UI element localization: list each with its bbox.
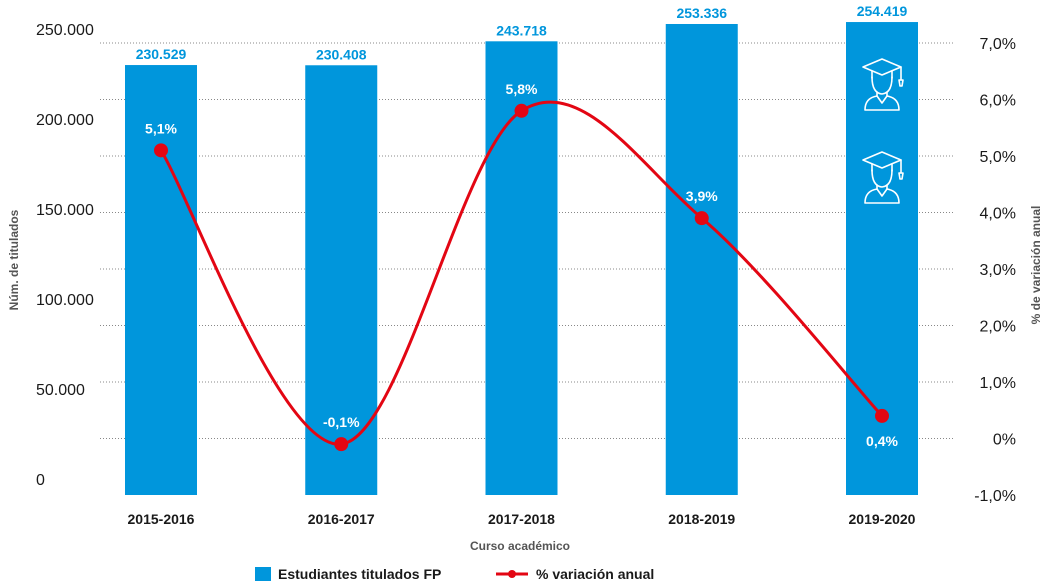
bar-value-label: 254.419 [857, 3, 908, 19]
x-tick-label: 2016-2017 [308, 511, 375, 527]
x-axis-title: Curso académico [470, 539, 570, 553]
legend-line-label: % variación anual [536, 566, 654, 582]
y-axis-right-title: % de variación anual [1029, 206, 1043, 325]
variation-points [154, 103, 889, 452]
y-tick-label: 100.000 [36, 292, 94, 309]
right-axis-ticks: -1,0% 0% 1,0% 2,0% 3,0% 4,0% 5,0% 6,0% 7,0% [974, 36, 1016, 505]
line-value-label: 3,9% [686, 188, 718, 204]
variation-line [159, 100, 884, 446]
icon-group [862, 58, 904, 204]
line-point [514, 103, 529, 118]
y-right-tick-label: 1,0% [980, 375, 1016, 392]
line-point [154, 143, 168, 158]
y-right-tick-label: 0% [993, 432, 1016, 449]
y-right-tick-label: 6,0% [980, 93, 1016, 110]
y-tick-label: 50.000 [36, 382, 85, 399]
y-tick-label: 150.000 [36, 202, 94, 219]
y-tick-label: 200.000 [36, 112, 94, 129]
graduate-icon [862, 58, 904, 111]
y-tick-label: 0 [36, 472, 45, 489]
line-value-label: -0,1% [323, 414, 360, 430]
bar [846, 22, 918, 495]
bar [125, 65, 197, 496]
legend-line-marker [508, 570, 516, 578]
x-tick-label: 2018-2019 [668, 511, 735, 527]
y-tick-label: 250.000 [36, 22, 94, 39]
graduate-icon [862, 151, 904, 204]
legend-bar-label: Estudiantes titulados FP [278, 566, 441, 582]
left-axis-ticks: 0 50.000 100.000 150.000 200.000 250.000 [36, 22, 94, 489]
y-right-tick-label: 4,0% [980, 206, 1016, 223]
legend-bar-swatch [255, 567, 271, 581]
y-right-tick-label: 5,0% [980, 149, 1016, 166]
line-point [334, 437, 349, 452]
x-tick-label: 2015-2016 [128, 511, 195, 527]
y-axis-title: Núm. de titulados [7, 209, 21, 310]
bar [305, 65, 378, 496]
bar-value-label: 230.529 [136, 46, 187, 62]
line-value-label: 5,1% [145, 120, 177, 136]
bar-value-labels: 230.529 230.408 243.718 253.336 254.419 [136, 3, 908, 62]
line-value-label: 0,4% [866, 433, 898, 449]
line-point [694, 211, 709, 226]
line-point [875, 408, 889, 423]
bar-value-label: 230.408 [316, 46, 367, 62]
line-value-label: 5,8% [506, 81, 538, 97]
bar [665, 23, 738, 495]
category-labels: 2015-2016 2016-2017 2017-2018 2018-2019 2019… [128, 511, 916, 527]
variation-labels: 5,1% -0,1% 5,8% 3,9% 0,4% [145, 81, 898, 449]
y-right-tick-label: 3,0% [980, 262, 1016, 279]
bar-value-label: 243.718 [496, 22, 547, 38]
y-right-tick-label: 7,0% [980, 36, 1016, 53]
bar-value-label: 253.336 [676, 5, 727, 21]
x-tick-label: 2017-2018 [488, 511, 555, 527]
x-tick-label: 2019-2020 [849, 511, 916, 527]
y-right-tick-label: -1,0% [974, 488, 1016, 505]
y-right-tick-label: 2,0% [980, 319, 1016, 336]
legend: Estudiantes titulados FP % variación anu… [255, 566, 654, 582]
